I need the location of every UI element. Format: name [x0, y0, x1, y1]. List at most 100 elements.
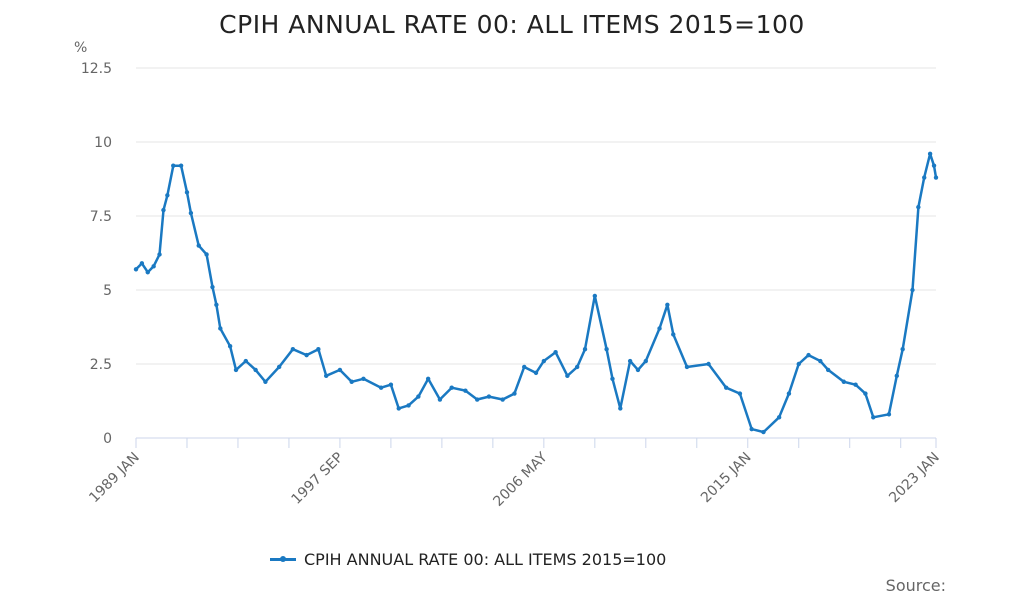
data-point — [931, 163, 937, 168]
data-point — [522, 364, 527, 370]
data-point — [749, 426, 754, 432]
data-point — [214, 302, 219, 307]
data-point — [227, 344, 233, 349]
data-point — [776, 415, 782, 420]
data-point — [145, 270, 150, 275]
data-point — [151, 264, 156, 269]
data-point — [233, 367, 239, 373]
data-point — [761, 429, 766, 435]
y-tick-label: 5 — [103, 283, 112, 299]
data-point — [922, 175, 927, 180]
data-point — [196, 243, 201, 248]
data-point — [396, 406, 401, 411]
data-point — [304, 352, 309, 358]
data-point — [541, 358, 547, 364]
data-point — [161, 207, 166, 213]
y-axis-label: % — [74, 40, 87, 56]
data-point — [210, 284, 215, 290]
data-point — [243, 358, 249, 364]
data-point — [263, 379, 268, 384]
data-point — [825, 367, 831, 373]
data-point — [910, 287, 915, 293]
data-point — [316, 347, 321, 352]
data-point — [474, 397, 480, 402]
data-point — [449, 385, 454, 390]
data-point — [349, 379, 354, 384]
data-point — [361, 376, 366, 381]
data-point — [253, 367, 258, 373]
data-point — [553, 349, 558, 355]
data-point — [406, 403, 411, 408]
data-point — [437, 397, 443, 402]
data-point — [574, 364, 580, 370]
legend-swatch-icon — [270, 556, 296, 562]
x-tick-label: 2023 JAN — [886, 450, 943, 507]
data-point — [184, 190, 190, 195]
data-point — [871, 415, 876, 420]
data-point — [165, 193, 170, 198]
data-point — [416, 394, 421, 399]
data-point — [737, 391, 743, 396]
data-point — [604, 347, 609, 352]
data-point — [627, 358, 633, 364]
data-point — [565, 373, 570, 379]
y-tick-label: 10 — [94, 135, 112, 151]
data-point — [323, 373, 329, 379]
data-point — [610, 376, 615, 381]
data-point — [290, 347, 296, 352]
data-point — [818, 358, 823, 364]
data-point — [665, 302, 670, 307]
data-point — [512, 391, 517, 396]
data-point — [863, 391, 868, 396]
data-point — [643, 358, 649, 364]
data-point — [139, 261, 145, 266]
chart-title: CPIH ANNUAL RATE 00: ALL ITEMS 2015=100 — [219, 10, 805, 39]
data-point — [657, 326, 662, 331]
data-point — [533, 370, 539, 376]
y-tick-label: 12.5 — [81, 61, 112, 77]
data-point — [337, 367, 343, 373]
data-point — [706, 361, 711, 367]
legend-label: CPIH ANNUAL RATE 00: ALL ITEMS 2015=100 — [304, 550, 667, 569]
data-point — [188, 210, 194, 216]
x-tick-label: 2006 MAY — [490, 449, 551, 510]
data-point — [388, 382, 394, 387]
data-point — [500, 397, 505, 402]
data-point — [592, 293, 598, 299]
data-point — [425, 376, 431, 381]
data-point — [927, 151, 933, 157]
data-point — [486, 394, 492, 399]
data-point — [684, 364, 690, 370]
data-point — [171, 163, 176, 168]
data-point — [582, 347, 588, 352]
data-point — [786, 391, 792, 396]
data-point — [900, 347, 905, 352]
data-point — [933, 175, 939, 180]
x-tick-label: 1989 JAN — [86, 450, 143, 507]
data-point — [178, 163, 184, 168]
data-point — [894, 373, 899, 379]
data-point — [671, 332, 676, 337]
data-point — [916, 204, 921, 210]
y-tick-label: 7.5 — [90, 209, 112, 225]
data-point — [796, 361, 801, 367]
data-point — [618, 406, 623, 411]
legend[interactable]: CPIH ANNUAL RATE 00: ALL ITEMS 2015=100 — [270, 550, 666, 569]
x-tick-label: 2015 JAN — [698, 450, 755, 507]
source-label: Source: — [885, 576, 946, 595]
data-point — [218, 326, 223, 331]
data-point — [463, 388, 468, 393]
data-point — [378, 385, 384, 390]
data-point — [886, 412, 892, 417]
data-point — [204, 252, 209, 257]
data-point — [635, 367, 641, 373]
data-point — [841, 379, 847, 384]
y-tick-label: 2.5 — [90, 357, 112, 373]
x-tick-label: 1997 SEP — [289, 450, 347, 508]
series-line — [135, 152, 938, 434]
data-point — [806, 352, 811, 358]
data-point — [276, 364, 282, 370]
data-point — [853, 382, 858, 387]
data-point — [723, 385, 729, 390]
